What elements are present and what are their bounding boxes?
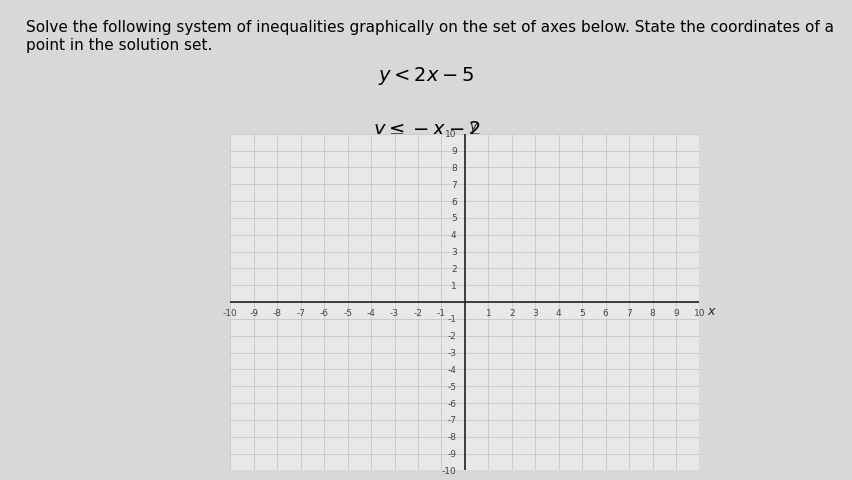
Text: -2: -2 <box>413 308 422 317</box>
Text: 10: 10 <box>445 130 456 139</box>
Text: 8: 8 <box>649 308 654 317</box>
Text: -6: -6 <box>447 399 456 408</box>
Text: y: y <box>469 120 476 132</box>
Text: -3: -3 <box>447 348 456 357</box>
Text: Solve the following system of inequalities graphically on the set of axes below.: Solve the following system of inequaliti… <box>26 20 832 52</box>
Text: -5: -5 <box>343 308 352 317</box>
Text: x: x <box>706 304 714 317</box>
Text: 8: 8 <box>451 164 456 172</box>
Text: -4: -4 <box>366 308 375 317</box>
Text: 9: 9 <box>451 147 456 156</box>
Text: 5: 5 <box>451 214 456 223</box>
Text: 2: 2 <box>509 308 514 317</box>
Text: -2: -2 <box>447 332 456 340</box>
Text: 3: 3 <box>532 308 538 317</box>
Text: 10: 10 <box>693 308 705 317</box>
Text: -5: -5 <box>447 382 456 391</box>
Text: 2: 2 <box>451 264 456 273</box>
Text: 1: 1 <box>485 308 491 317</box>
Text: 5: 5 <box>579 308 584 317</box>
Text: 7: 7 <box>451 180 456 189</box>
Text: 6: 6 <box>602 308 607 317</box>
Text: -6: -6 <box>320 308 328 317</box>
Text: -1: -1 <box>447 315 456 324</box>
Text: -7: -7 <box>296 308 305 317</box>
Text: -10: -10 <box>222 308 238 317</box>
Text: -8: -8 <box>447 432 456 441</box>
Text: -10: -10 <box>441 466 456 475</box>
Text: 7: 7 <box>625 308 631 317</box>
Text: 9: 9 <box>672 308 678 317</box>
Text: 4: 4 <box>556 308 561 317</box>
Text: -3: -3 <box>389 308 399 317</box>
Text: 4: 4 <box>451 231 456 240</box>
Text: $y \leq -x - 2$: $y \leq -x - 2$ <box>372 118 480 140</box>
Text: 6: 6 <box>451 197 456 206</box>
Text: 1: 1 <box>451 281 456 290</box>
Text: 3: 3 <box>451 248 456 256</box>
Text: -8: -8 <box>273 308 281 317</box>
Text: -4: -4 <box>447 365 456 374</box>
Text: -7: -7 <box>447 416 456 424</box>
Text: -9: -9 <box>249 308 258 317</box>
Text: $y < 2x - 5$: $y < 2x - 5$ <box>377 64 475 86</box>
Text: -9: -9 <box>447 449 456 458</box>
Text: -1: -1 <box>436 308 446 317</box>
